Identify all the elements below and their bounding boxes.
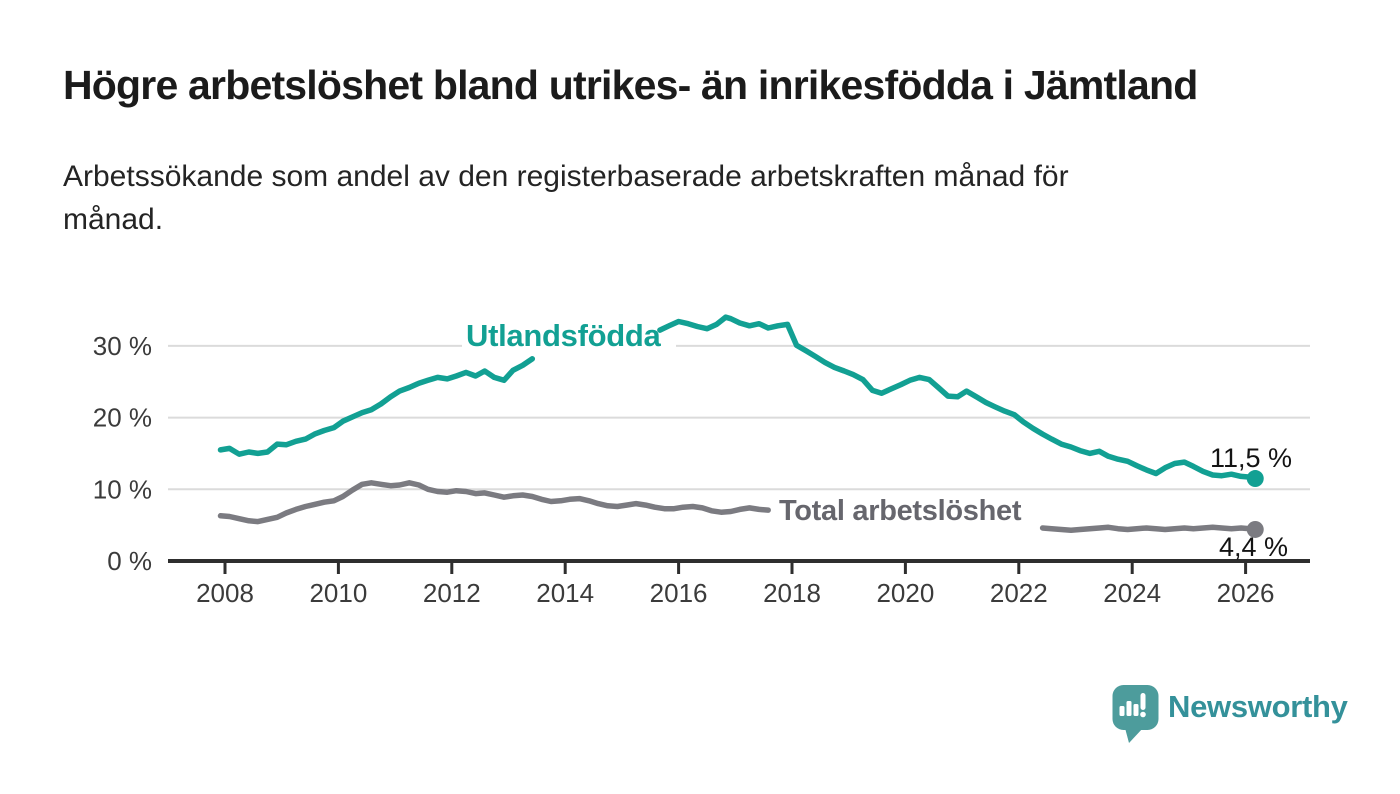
x-axis-label-2020: 2020 <box>876 578 934 608</box>
x-axis-label-2010: 2010 <box>309 578 367 608</box>
newsworthy-logo: Newsworthy <box>1112 684 1348 744</box>
x-axis-label-2018: 2018 <box>763 578 821 608</box>
series-end-dot-total <box>1246 520 1264 538</box>
x-axis-label-2016: 2016 <box>650 578 708 608</box>
x-axis-label-2014: 2014 <box>536 578 594 608</box>
series-line-total-seg1 <box>1039 524 1258 533</box>
newsworthy-wordmark: Newsworthy <box>1168 689 1348 724</box>
x-axis-label-2026: 2026 <box>1217 578 1275 608</box>
series-label-utlandsfodda: Utlandsfödda <box>466 318 661 353</box>
chart-subtitle-line2: månad. <box>63 202 164 236</box>
chart-subtitle-line1: Arbetssökande som andel av den registerb… <box>63 160 1069 193</box>
end-value-label-total: 4,4 % <box>1218 532 1288 562</box>
series-end-dot-utlandsfodda <box>1246 470 1264 488</box>
y-axis-label-20: 20 % <box>93 403 152 433</box>
series-line-total-seg0 <box>217 480 771 525</box>
x-axis-label-2012: 2012 <box>423 578 481 608</box>
series-line-utlandsfodda-seg1 <box>657 314 1258 482</box>
chart-title: Högre arbetslöshet bland utrikes- än inr… <box>63 62 1198 108</box>
y-axis-label-10: 10 % <box>93 474 152 504</box>
x-axis-label-2024: 2024 <box>1103 578 1161 608</box>
series-label-total-arbetsloshet: Total arbetslöshet <box>779 495 1022 527</box>
y-axis-label-0: 0 % <box>107 546 152 576</box>
y-axis-label-30: 30 % <box>93 331 152 361</box>
x-axis-label-2008: 2008 <box>196 578 254 608</box>
series-line-utlandsfodda-seg0 <box>217 356 536 457</box>
x-axis-label-2022: 2022 <box>990 578 1048 608</box>
newsworthy-logo-icon <box>1112 685 1159 743</box>
chart-subtitle: Arbetssökande som andel av den registerb… <box>63 156 1069 241</box>
end-value-label-utlandsfodda: 11,5 % <box>1209 443 1292 473</box>
